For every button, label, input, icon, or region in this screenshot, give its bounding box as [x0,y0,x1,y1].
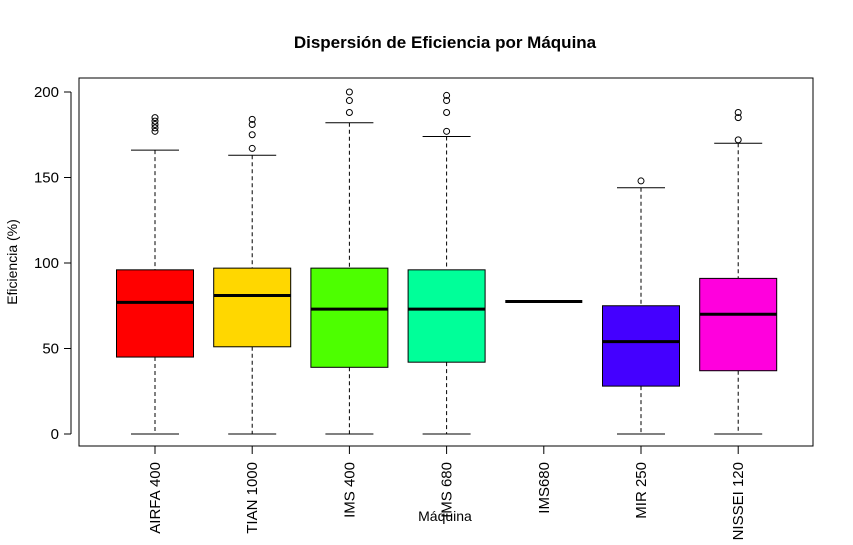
y-axis-title: Eficiencia (%) [4,219,20,305]
box-iqr [213,267,292,348]
x-tick-label: IMS 400 [341,462,358,518]
x-tick-label: MIR 250 [633,462,650,519]
box-iqr [407,269,486,363]
box-iqr [116,269,194,358]
outlier-point [151,117,159,125]
outlier-point [248,144,256,152]
outlier-point [248,131,256,139]
x-tick-label: IMS680 [536,462,553,514]
outlier-point [734,114,742,122]
y-tick-label: 100 [34,255,59,272]
boxes [116,88,778,435]
box-5 [602,177,680,435]
box-1 [213,115,292,435]
chart-title: Dispersión de Eficiencia por Máquina [294,33,597,52]
box-iqr [699,277,778,372]
outlier-point [637,177,645,185]
box-6 [699,109,778,435]
outlier-point [151,124,159,132]
outlier-point [734,109,742,117]
box-0 [116,114,194,435]
x-tick-label: IMS 680 [439,462,456,518]
y-tick-label: 200 [34,84,59,101]
x-tick-label: NISSEI 120 [730,462,747,540]
y-tick-label: 150 [34,170,59,187]
outlier-point [443,97,451,105]
outlier-point [151,127,159,135]
outlier-point [151,120,159,128]
box-iqr [310,267,389,368]
y-axis: 0 50 100 150 200 [34,84,72,443]
x-axis: AIRFA 400 TIAN 1000 IMS 400 IMS 680 IMS680 MI… [147,445,747,540]
outlier-point [248,115,256,123]
outlier-point [734,136,742,144]
outlier-point [443,109,451,117]
x-tick-label: AIRFA 400 [147,462,164,534]
plot-frame [78,77,814,447]
box-iqr [602,305,680,387]
outlier-point [443,91,451,99]
x-tick-label: TIAN 1000 [244,462,261,534]
outlier-point [345,97,353,105]
outlier-point [248,120,256,128]
y-tick-label: 50 [42,341,59,358]
outlier-point [443,127,451,135]
outlier-point [345,109,353,117]
box-2 [310,88,389,435]
box-3 [407,91,486,435]
outlier-point [345,88,353,96]
outlier-point [151,114,159,122]
y-tick-label: 0 [51,426,59,443]
x-axis-title: Máquina [418,508,472,524]
